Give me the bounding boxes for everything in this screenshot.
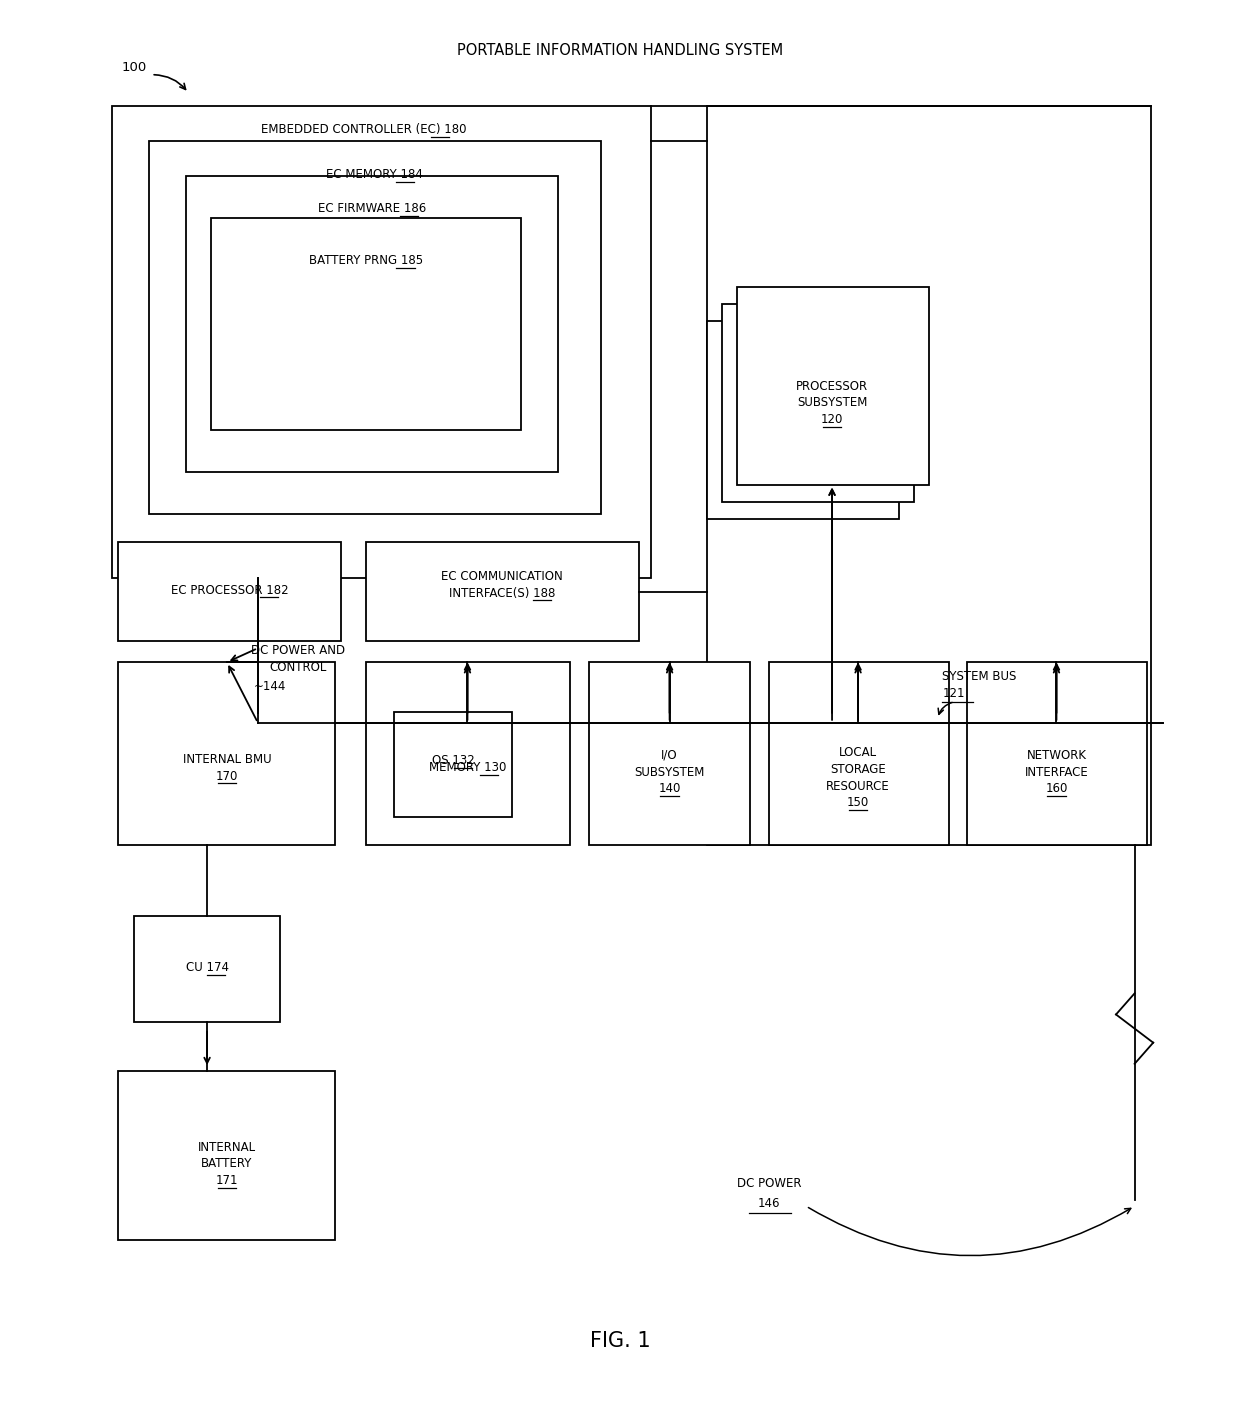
- Text: EC PROCESSOR 182: EC PROCESSOR 182: [171, 583, 288, 597]
- Text: MEMORY 130: MEMORY 130: [429, 761, 506, 775]
- Bar: [211, 218, 521, 430]
- Text: INTERFACE: INTERFACE: [1024, 765, 1089, 779]
- Bar: [707, 106, 1151, 845]
- Text: BATTERY: BATTERY: [201, 1157, 253, 1171]
- Bar: [967, 662, 1147, 845]
- Text: INTERNAL BMU: INTERNAL BMU: [182, 752, 272, 766]
- Bar: [722, 304, 914, 502]
- Text: EMBEDDED CONTROLLER (EC) 180: EMBEDDED CONTROLLER (EC) 180: [260, 123, 466, 137]
- Text: CU 174: CU 174: [186, 961, 228, 975]
- Bar: [118, 662, 335, 845]
- Text: 121: 121: [942, 686, 965, 700]
- Text: SYSTEM BUS: SYSTEM BUS: [942, 669, 1017, 683]
- Text: PORTABLE INFORMATION HANDLING SYSTEM: PORTABLE INFORMATION HANDLING SYSTEM: [456, 44, 784, 58]
- Text: 100: 100: [122, 61, 146, 75]
- Text: PROCESSOR: PROCESSOR: [796, 379, 868, 393]
- Text: 140: 140: [658, 782, 681, 796]
- Bar: [366, 662, 570, 845]
- Bar: [769, 662, 949, 845]
- Bar: [118, 1071, 335, 1240]
- Text: LOCAL: LOCAL: [839, 747, 877, 759]
- Bar: [394, 712, 512, 817]
- Text: EC FIRMWARE 186: EC FIRMWARE 186: [317, 201, 427, 216]
- Text: OS 132: OS 132: [433, 754, 475, 768]
- Bar: [186, 176, 558, 472]
- Text: EC MEMORY 184: EC MEMORY 184: [326, 168, 423, 182]
- Text: 170: 170: [216, 769, 238, 783]
- Bar: [589, 662, 750, 845]
- Text: INTERFACE(S) 188: INTERFACE(S) 188: [449, 586, 556, 600]
- Bar: [149, 141, 601, 514]
- Text: CONTROL: CONTROL: [269, 661, 326, 675]
- Bar: [707, 321, 899, 519]
- Text: SUBSYSTEM: SUBSYSTEM: [797, 396, 867, 410]
- Text: 160: 160: [1045, 782, 1068, 796]
- Bar: [134, 916, 280, 1022]
- Text: 120: 120: [821, 413, 843, 427]
- Text: I/O: I/O: [661, 748, 678, 762]
- Text: RESOURCE: RESOURCE: [826, 779, 890, 793]
- Text: 146: 146: [758, 1196, 780, 1210]
- Bar: [737, 287, 929, 485]
- Text: NETWORK: NETWORK: [1027, 748, 1086, 762]
- Text: ~144: ~144: [254, 679, 286, 693]
- Text: DC POWER AND: DC POWER AND: [250, 644, 345, 658]
- Bar: [112, 106, 651, 578]
- Text: BATTERY PRNG 185: BATTERY PRNG 185: [309, 254, 423, 268]
- Text: INTERNAL: INTERNAL: [198, 1140, 255, 1154]
- Bar: [118, 542, 341, 641]
- Text: FIG. 1: FIG. 1: [590, 1332, 650, 1351]
- Text: 150: 150: [847, 796, 869, 809]
- Text: EC COMMUNICATION: EC COMMUNICATION: [441, 569, 563, 583]
- Bar: [366, 542, 639, 641]
- Text: STORAGE: STORAGE: [831, 762, 885, 776]
- Text: DC POWER: DC POWER: [737, 1177, 801, 1191]
- Text: SUBSYSTEM: SUBSYSTEM: [635, 765, 704, 779]
- Text: 171: 171: [216, 1174, 238, 1188]
